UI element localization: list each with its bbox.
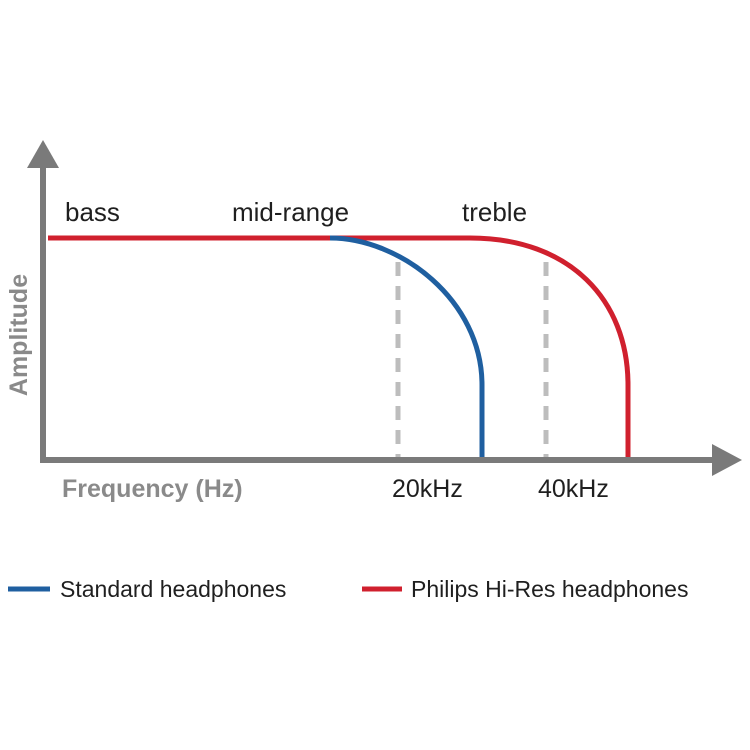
tick-label-20khz: 20kHz: [392, 475, 463, 503]
legend-label-hires: Philips Hi-Res headphones: [411, 576, 688, 602]
standard-curve: [329, 235, 485, 458]
x-axis-title: Frequency (Hz): [62, 475, 243, 503]
tick-label-40khz: 40kHz: [538, 475, 609, 503]
band-label-treble: treble: [462, 197, 527, 227]
legend-label-standard: Standard headphones: [60, 576, 286, 602]
hires-curve: [48, 235, 631, 458]
y-axis-arrow: [27, 140, 59, 168]
y-axis-title: Amplitude: [5, 274, 33, 396]
x-axis-arrow: [712, 444, 742, 476]
band-label-mid-range: mid-range: [232, 197, 349, 227]
band-label-bass: bass: [65, 197, 120, 227]
